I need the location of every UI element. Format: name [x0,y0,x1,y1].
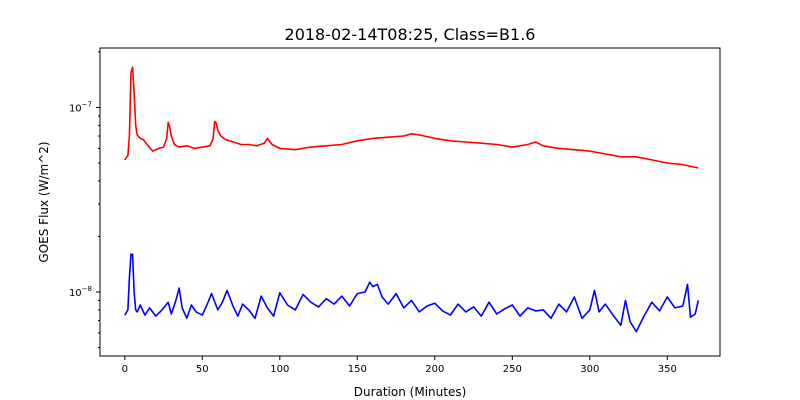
x-axis-label: Duration (Minutes) [354,385,467,399]
y-tick-label: 10−7 [69,100,92,114]
y-axis-label: GOES Flux (W/m^2) [37,141,51,262]
series-line-2 [124,253,700,333]
x-tick-label: 350 [658,364,677,375]
x-axis: 0 50 100 150 200 250 300 350 [122,356,677,375]
x-tick-label: 50 [196,364,209,375]
x-tick-label: 200 [425,364,444,375]
chart-title: 2018-02-14T08:25, Class=B1.6 [285,25,536,44]
x-tick-label: 300 [580,364,599,375]
plot-area [124,66,700,333]
plot-frame [99,47,721,357]
x-tick-label: 100 [270,364,289,375]
x-tick-label: 250 [503,364,522,375]
x-tick-label: 0 [122,364,128,375]
y-tick-label: 10−8 [69,285,92,299]
series-line-1 [124,66,699,169]
x-tick-label: 150 [348,364,367,375]
y-axis: 10−8 10−7 [69,51,100,349]
